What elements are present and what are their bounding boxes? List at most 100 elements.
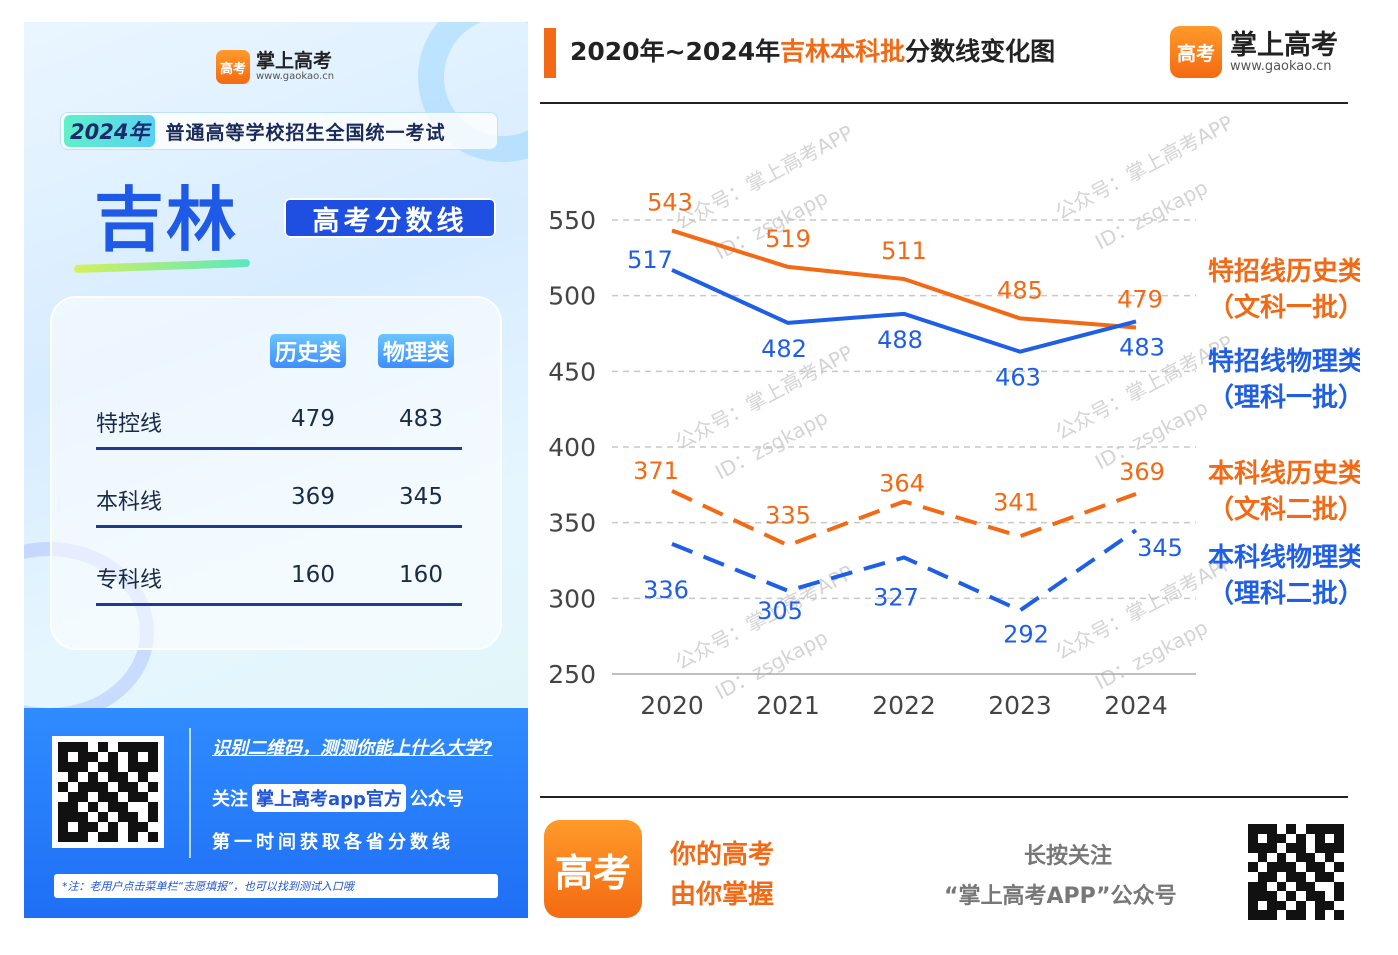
data-label: 463 — [995, 364, 1041, 392]
title-prefix: 2020年~2024年 — [570, 37, 781, 66]
series-line — [671, 268, 1137, 354]
slogan-line-2: 由你掌握 — [670, 880, 775, 910]
footer-note: *注：老用户点击菜单栏“志愿填报”，也可以找到测试入口哦 — [54, 874, 498, 898]
exam-year: 2024年 — [64, 115, 156, 147]
data-label: 305 — [757, 597, 803, 625]
follow-line: 关注 掌上高考app官方 公众号 — [212, 784, 464, 812]
title-underline — [73, 258, 251, 274]
row-label: 特控线 — [96, 412, 163, 437]
y-tick-label: 450 — [548, 357, 596, 386]
series-line — [671, 528, 1138, 613]
data-label: 335 — [765, 501, 811, 529]
data-label: 519 — [765, 225, 811, 253]
data-label: 485 — [997, 276, 1043, 304]
data-label: 292 — [1003, 620, 1049, 648]
poster-footer: 识别二维码，测测你能上什么大学? 关注 掌上高考app官方 公众号 第一时间获取… — [24, 708, 528, 918]
history-score: 160 — [291, 562, 335, 588]
y-tick-label: 350 — [548, 509, 596, 538]
title-accent-bar — [544, 28, 556, 78]
data-label: 327 — [873, 583, 919, 611]
series-name-label: 本科线历史类 — [1208, 459, 1360, 489]
qr-code[interactable] — [52, 736, 164, 848]
data-label: 483 — [1119, 333, 1165, 361]
divider — [540, 796, 1348, 798]
exam-title: 普通高等学校招生全国统一考试 — [165, 121, 446, 144]
series-name-label: 特招线物理类 — [1208, 346, 1360, 377]
table-row: 专科线 160 160 — [96, 558, 462, 606]
follow-prompt: 长按关注 — [1024, 844, 1113, 869]
divider — [189, 728, 191, 858]
gaokao-logo-icon: 高考 — [216, 50, 250, 84]
data-label: 511 — [881, 237, 927, 265]
slogan-line-1: 你的高考 — [670, 840, 775, 870]
score-table: 历史类 物理类 特控线 479 483 本科线 369 345 专科线 160 … — [50, 296, 502, 650]
series-name-sublabel: （理科二批） — [1208, 579, 1360, 609]
gaokao-logo-icon: 高考 — [1170, 26, 1222, 78]
column-header-physics: 物理类 — [378, 334, 455, 368]
physics-score: 345 — [399, 484, 443, 510]
x-tick-label: 2023 — [988, 691, 1052, 720]
series-name-label: 本科线物理类 — [1208, 543, 1360, 573]
qr-pattern — [1248, 824, 1344, 920]
data-label: 371 — [633, 457, 679, 485]
data-label: 341 — [993, 488, 1039, 516]
score-poster: 高考 掌上高考 www.gaokao.cn 2024年 普通高等学校招生全国统一… — [24, 22, 528, 918]
row-label: 专科线 — [96, 568, 163, 593]
poster-brand-logo: 高考 掌上高考 www.gaokao.cn — [216, 50, 334, 84]
brand-url: www.gaokao.cn — [256, 71, 335, 82]
follow-account: “掌上高考APP”公众号 — [944, 884, 1177, 909]
data-label: 479 — [1117, 285, 1163, 313]
title-suffix: 分数线变化图 — [905, 37, 1056, 66]
physics-score: 483 — [399, 406, 443, 432]
follow-prefix: 关注 — [212, 789, 248, 810]
header-brand-logo: 高考 掌上高考 www.gaokao.cn — [1170, 26, 1338, 78]
score-line-badge: 高考分数线 — [284, 198, 496, 238]
data-label: 517 — [627, 246, 673, 274]
x-tick-label: 2022 — [872, 691, 936, 720]
series-name-sublabel: （文科一批） — [1208, 292, 1360, 323]
province-title: 吉林 — [94, 179, 238, 261]
qr-pattern — [58, 742, 158, 842]
y-tick-label: 500 — [548, 282, 596, 311]
follow-suffix: 公众号 — [409, 789, 464, 810]
column-header-history: 历史类 — [270, 334, 347, 368]
y-tick-label: 300 — [548, 584, 596, 613]
brand-url: www.gaokao.cn — [1230, 59, 1332, 74]
series-line — [671, 489, 1137, 548]
data-label: 543 — [647, 189, 693, 217]
y-tick-label: 550 — [548, 206, 596, 235]
series-line — [671, 228, 1137, 330]
score-line-chart: 公众号：掌上高考APPID：zsgkapp公众号：掌上高考APPID：zsgka… — [548, 110, 1360, 720]
history-score: 369 — [291, 484, 335, 510]
data-label: 369 — [1119, 458, 1165, 486]
x-tick-label: 2020 — [640, 691, 704, 720]
brand-name: 掌上高考 — [256, 50, 333, 72]
official-account-pill: 掌上高考app官方 — [252, 784, 406, 812]
series-name-sublabel: （文科二批） — [1208, 494, 1360, 525]
data-label: 364 — [879, 469, 925, 497]
chart-title: 2020年~2024年吉林本科批分数线变化图 — [570, 32, 1055, 68]
table-row: 本科线 369 345 — [96, 480, 462, 528]
data-label: 482 — [761, 335, 807, 363]
series-name-label: 特招线历史类 — [1208, 256, 1360, 287]
footer-tagline: 第一时间获取各省分数线 — [212, 832, 454, 853]
series-name-sublabel: （理科一批） — [1208, 383, 1360, 413]
y-tick-label: 250 — [548, 660, 596, 689]
exam-banner: 2024年 普通高等学校招生全国统一考试 — [60, 112, 498, 150]
row-label: 本科线 — [96, 490, 163, 515]
qr-code[interactable] — [1248, 824, 1344, 920]
x-tick-label: 2021 — [756, 691, 820, 720]
table-row: 特控线 479 483 — [96, 402, 462, 450]
x-tick-label: 2024 — [1104, 691, 1168, 720]
gaokao-app-logo-icon: 高考 — [544, 820, 642, 918]
data-label: 336 — [643, 576, 689, 604]
title-highlight: 吉林本科批 — [780, 37, 906, 66]
y-tick-label: 400 — [548, 433, 596, 462]
data-label: 488 — [877, 326, 923, 354]
qr-prompt: 识别二维码，测测你能上什么大学? — [212, 738, 493, 759]
physics-score: 160 — [399, 562, 443, 588]
data-label: 345 — [1137, 534, 1183, 562]
divider — [540, 102, 1348, 104]
brand-name: 掌上高考 — [1230, 30, 1338, 61]
history-score: 479 — [291, 406, 335, 432]
